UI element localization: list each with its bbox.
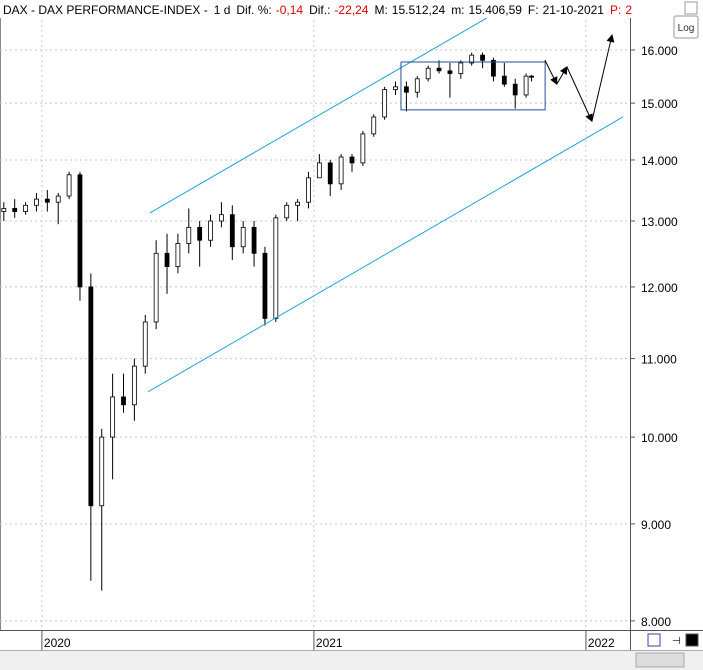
trend-line — [149, 17, 488, 214]
info-value: -0,14 — [276, 3, 304, 17]
info-label: m: — [451, 3, 464, 17]
header-text: DAX - DAX PERFORMANCE-INDEX -1 d Dif. %: -… — [3, 3, 632, 17]
candle-body — [23, 204, 28, 212]
x-tick-label: 2021 — [316, 636, 343, 650]
y-tick-label: 11.000 — [641, 353, 677, 367]
candle-body — [44, 198, 50, 203]
info-value: 15.512,24 — [392, 3, 446, 17]
candle-body — [480, 54, 485, 61]
candle-body — [55, 195, 61, 203]
candle-body — [186, 226, 192, 244]
x-tick-label: 2022 — [588, 636, 615, 650]
candle-body — [393, 86, 398, 90]
scroll-thumb[interactable] — [635, 652, 685, 668]
close-button[interactable] — [684, 1, 698, 15]
y-tick-label: 8.000 — [641, 615, 671, 629]
candle-body — [349, 156, 355, 164]
projection-arrow — [591, 34, 615, 122]
candle-body — [469, 54, 475, 64]
candle-body — [327, 162, 333, 185]
log-button-label[interactable]: Log — [678, 23, 695, 34]
trend-line — [147, 116, 624, 393]
info-label: Dif.: — [309, 3, 330, 17]
candle-body — [240, 226, 246, 248]
candle-body — [360, 133, 366, 164]
candle-body — [251, 226, 257, 254]
info-label: Dif. %: — [236, 3, 271, 17]
info-value: -22,24 — [334, 3, 368, 17]
y-tick-label: 16.000 — [641, 44, 678, 58]
candle-body — [12, 208, 18, 212]
candle-body — [142, 321, 148, 367]
info-value: 2 — [625, 3, 632, 17]
candle-body — [447, 70, 453, 74]
log-button[interactable] — [673, 15, 699, 39]
candle-body — [338, 156, 344, 185]
header: DAX - DAX PERFORMANCE-INDEX -1 d Dif. %: -… — [0, 0, 672, 18]
candle-body — [219, 214, 224, 222]
candle-body — [371, 116, 377, 135]
info-label: F: — [528, 3, 539, 17]
candle-body — [121, 396, 126, 406]
candle-body — [501, 75, 507, 85]
trend-line — [400, 61, 546, 111]
instrument: DAX - DAX PERFORMANCE-INDEX - — [3, 3, 208, 17]
candle-body — [164, 252, 170, 267]
price-axis-panel — [631, 0, 703, 670]
candle-body — [34, 198, 39, 206]
y-tick-label: 9.000 — [641, 518, 671, 532]
candle-body — [436, 67, 442, 72]
candle-body — [273, 217, 279, 319]
color-button[interactable] — [685, 633, 699, 647]
candle-body — [131, 365, 137, 406]
candle-body — [414, 78, 420, 93]
candle-body — [284, 204, 290, 219]
info-value: 21-10-2021 — [543, 3, 605, 17]
candle-body — [197, 226, 203, 241]
candle-body — [110, 396, 116, 438]
x-tick-label: 2020 — [44, 636, 71, 650]
info-label: M: — [374, 3, 387, 17]
scrollbar — [0, 651, 703, 670]
candle-body — [229, 214, 235, 248]
candle-body — [306, 177, 311, 203]
y-tick-label: 12.000 — [641, 281, 678, 295]
y-tick-label: 10.000 — [641, 431, 678, 445]
candle-body — [88, 286, 94, 507]
candle-body — [77, 174, 83, 288]
candle-body — [523, 75, 529, 96]
candle-body — [458, 62, 464, 74]
y-tick-label: 15.000 — [641, 97, 678, 111]
candle-body — [66, 174, 72, 197]
candle-body — [491, 59, 496, 77]
header-bg — [0, 0, 672, 18]
y-tick-label: 14.000 — [641, 154, 678, 168]
pin-button[interactable]: ⊣ — [672, 636, 681, 647]
candle-body — [175, 243, 181, 267]
save-button[interactable] — [647, 633, 661, 647]
projection-arrow — [566, 66, 593, 123]
projection-arrow — [544, 59, 558, 86]
candle-body — [1, 208, 7, 212]
interval: 1 d — [214, 3, 231, 17]
candle-body — [403, 86, 409, 93]
candle-body — [295, 201, 300, 206]
projection-arrow — [556, 66, 568, 85]
candle-body — [262, 252, 268, 319]
candle-body — [529, 75, 534, 78]
info-value: 15.406,59 — [469, 3, 523, 17]
candle-body — [512, 83, 518, 96]
candle-body — [153, 252, 159, 323]
candle-body — [382, 89, 388, 118]
candle-body — [425, 67, 431, 80]
info-label: P: — [610, 3, 621, 17]
candle-body — [208, 220, 213, 241]
candle-body — [316, 162, 322, 179]
candle-body — [99, 436, 105, 507]
y-tick-label: 13.000 — [641, 215, 678, 229]
